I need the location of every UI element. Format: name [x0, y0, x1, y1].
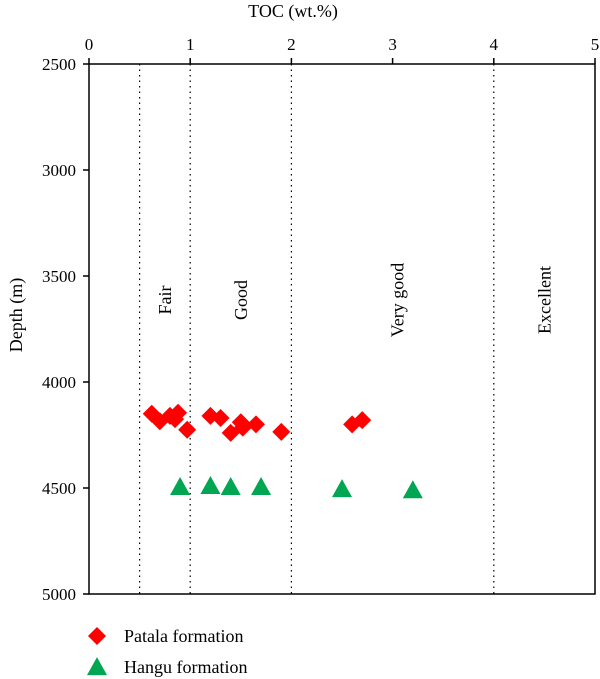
- x-tick-label-0: 0: [85, 35, 94, 54]
- series-patala-formation: [142, 403, 372, 442]
- y-axis-title: Depth (m): [6, 278, 27, 352]
- zone-label-excellent: Excellent: [534, 266, 554, 334]
- y-tick-label-5: 5000: [42, 585, 76, 604]
- data-point-1-0: [170, 477, 191, 496]
- data-point-1-4: [332, 479, 352, 498]
- data-point-0-12: [272, 422, 291, 441]
- plot-area-frame: [88, 63, 596, 595]
- zone-labels: Fair Good Very good Excellent: [155, 263, 555, 338]
- data-point-0-14: [353, 411, 372, 430]
- data-point-1-5: [402, 480, 423, 499]
- legend-item-hangu-formation: Hangu formation: [87, 657, 247, 677]
- data-point-1-1: [200, 475, 221, 494]
- legend-item-patala-formation: Patala formation: [88, 626, 243, 646]
- y-tick-label-0: 2500: [42, 55, 76, 74]
- legend-marker-1: [87, 657, 107, 676]
- zone-label-fair: Fair: [155, 285, 175, 314]
- x-axis-title: TOC (wt.%): [248, 1, 338, 22]
- y-tick-label-1: 3000: [42, 161, 76, 180]
- y-tick-label-2: 3500: [42, 267, 76, 286]
- data-points: [142, 403, 423, 499]
- x-tick-label-1: 1: [186, 35, 195, 54]
- x-tick-label-3: 3: [388, 35, 397, 54]
- data-point-1-2: [220, 477, 241, 496]
- data-point-1-3: [251, 477, 272, 496]
- series-hangu-formation: [170, 475, 423, 499]
- x-tick-label-5: 5: [591, 35, 600, 54]
- data-point-0-10: [233, 418, 252, 437]
- data-point-0-5: [178, 420, 197, 439]
- threshold-lines: [139, 64, 495, 594]
- legend-label-1: Hangu formation: [124, 657, 247, 677]
- legend-label-0: Patala formation: [124, 626, 243, 646]
- zone-label-very-good: Very good: [388, 263, 408, 338]
- axes: 0 1 2 3 4 5 2500 3000 3500 4000 4500 5000: [42, 35, 599, 604]
- zone-label-good: Good: [231, 280, 251, 320]
- data-point-0-7: [211, 409, 230, 428]
- data-point-0-11: [246, 415, 265, 434]
- legend-marker-0: [88, 627, 106, 645]
- y-tick-label-3: 4000: [42, 373, 76, 392]
- data-point-0-4: [169, 403, 188, 422]
- legend: Patala formation Hangu formation: [87, 626, 247, 677]
- x-tick-label-2: 2: [287, 35, 296, 54]
- y-tick-label-4: 4500: [42, 479, 76, 498]
- x-tick-label-4: 4: [490, 35, 499, 54]
